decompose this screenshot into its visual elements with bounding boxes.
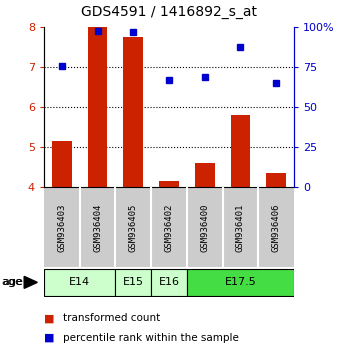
Bar [151,187,187,267]
Bar [115,187,151,267]
Bar [123,38,143,187]
Bar [151,269,187,296]
Bar [44,187,80,267]
Bar [159,181,179,187]
Text: E17.5: E17.5 [224,277,256,287]
Text: GDS4591 / 1416892_s_at: GDS4591 / 1416892_s_at [81,5,257,18]
Bar [266,173,286,187]
Text: GSM936401: GSM936401 [236,203,245,252]
Polygon shape [24,276,38,289]
Bar [187,187,223,267]
Text: GSM936406: GSM936406 [272,203,281,252]
Text: ■: ■ [44,333,54,343]
Bar [187,269,294,296]
Text: age: age [2,278,23,287]
Bar [115,269,151,296]
Bar [80,187,115,267]
Bar [195,163,215,187]
Text: transformed count: transformed count [63,313,160,323]
Bar [52,141,72,187]
Text: GSM936400: GSM936400 [200,203,209,252]
Text: percentile rank within the sample: percentile rank within the sample [63,333,238,343]
Bar [258,187,294,267]
Text: GSM936402: GSM936402 [165,203,173,252]
Text: ■: ■ [44,313,54,323]
Text: E14: E14 [69,277,90,287]
Bar [223,187,258,267]
Text: E15: E15 [123,277,144,287]
Text: GSM936403: GSM936403 [57,203,66,252]
Text: GSM936404: GSM936404 [93,203,102,252]
Text: GSM936405: GSM936405 [129,203,138,252]
Bar [88,27,107,187]
Text: age: age [2,278,23,287]
Bar [231,115,250,187]
Text: E16: E16 [159,277,179,287]
Bar [44,269,115,296]
